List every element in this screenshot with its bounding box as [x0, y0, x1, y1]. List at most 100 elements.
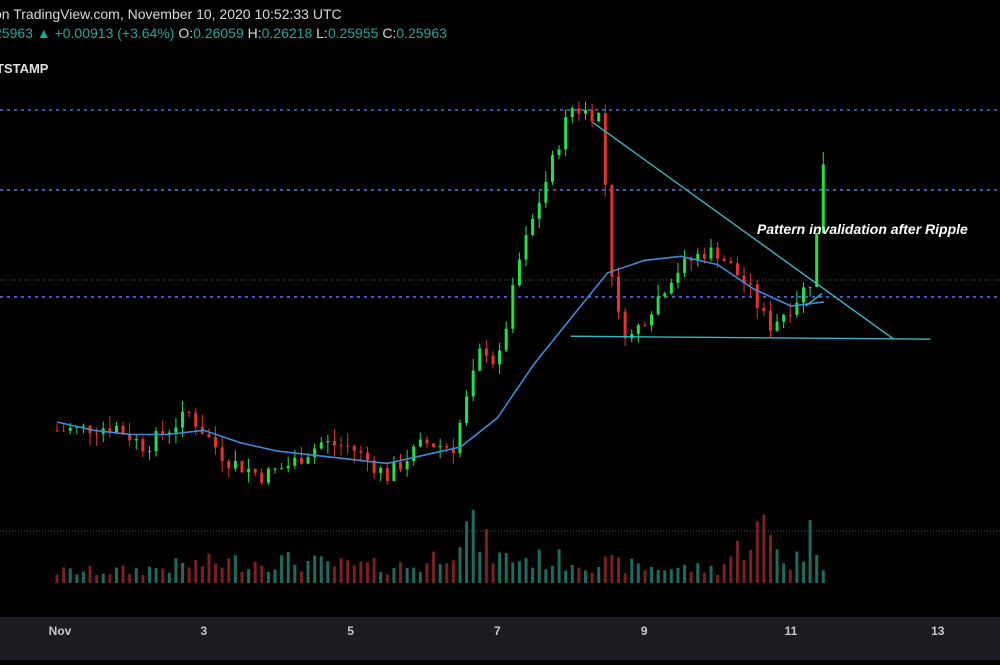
candle	[709, 247, 713, 259]
candle	[557, 149, 561, 156]
volume-bar	[194, 559, 198, 583]
candle	[564, 117, 568, 150]
candle	[313, 448, 317, 458]
time-axis[interactable]: Nov 3 5 7 9 11 13	[0, 617, 1000, 660]
horizontal-levels	[0, 109, 1000, 298]
candle	[81, 425, 85, 427]
candle	[187, 411, 191, 413]
candle	[161, 431, 165, 435]
volume-bar	[478, 551, 482, 583]
candle	[332, 441, 336, 446]
volume-bar	[319, 556, 323, 583]
candle	[570, 108, 574, 118]
volume-bar	[597, 567, 601, 583]
volume-bar	[339, 558, 343, 583]
candle	[207, 434, 211, 437]
candle	[432, 443, 436, 447]
candle	[438, 445, 442, 447]
volume-bar	[306, 560, 310, 583]
candle	[379, 468, 383, 473]
symbol-label: TSTAMP	[0, 61, 49, 76]
volume-bar	[775, 549, 779, 583]
volume-bar	[247, 569, 251, 583]
volume-bar	[128, 573, 132, 583]
candle	[669, 282, 673, 294]
candle	[286, 465, 290, 469]
volume-bar	[768, 534, 772, 583]
candle	[220, 447, 224, 461]
moving-average-line	[56, 255, 825, 465]
candle	[471, 370, 475, 397]
candle	[795, 302, 799, 315]
open-value: 0.26059	[193, 25, 244, 41]
volume-bar	[68, 568, 72, 583]
volume-bar	[531, 567, 535, 583]
low-value: 0.25955	[327, 25, 379, 41]
volume-bar	[385, 574, 389, 583]
close-label: C:	[382, 25, 397, 41]
volume-bar	[108, 574, 112, 583]
annotation-text: Pattern invalidation after Ripple	[757, 221, 968, 237]
volume-bar	[788, 569, 792, 583]
candle	[141, 438, 145, 452]
volume-bar	[352, 565, 356, 583]
volume-bar	[498, 552, 502, 583]
candle	[491, 355, 495, 365]
volume-bar	[266, 571, 270, 583]
volume-bar	[147, 566, 151, 583]
candle	[227, 460, 231, 469]
time-tick-label: 11	[785, 624, 798, 638]
volume-bar	[749, 549, 753, 583]
volume-bar	[484, 529, 488, 583]
volume-bar	[550, 565, 554, 583]
candle	[247, 469, 251, 473]
candle	[583, 109, 587, 114]
time-tick-label: 9	[641, 624, 648, 638]
volume-bar	[167, 572, 171, 583]
volume-bar	[233, 555, 237, 583]
volume-bar	[313, 555, 317, 583]
volume-bar	[801, 561, 805, 583]
volume-bar	[557, 549, 561, 583]
grid-lines	[0, 279, 1000, 532]
candle	[346, 445, 350, 447]
volume-bar	[134, 568, 138, 583]
volume-bars	[55, 509, 825, 583]
candle	[55, 430, 59, 432]
trendline	[805, 293, 823, 307]
price-chart[interactable]: Pattern invalidation after Ripple	[0, 0, 1000, 617]
candle	[689, 258, 693, 262]
volume-bar	[702, 572, 706, 583]
volume-bar	[583, 570, 587, 583]
candle	[729, 261, 733, 264]
volume-bar	[88, 565, 92, 583]
candle	[597, 112, 601, 122]
candle	[253, 469, 257, 473]
volume-bar	[432, 551, 436, 583]
volume-bar	[610, 555, 614, 583]
candle	[405, 461, 409, 470]
candle	[365, 452, 369, 461]
candle	[233, 460, 237, 469]
header-price: 25963	[0, 25, 33, 41]
time-tick-label: 5	[347, 624, 354, 638]
candlesticks	[55, 101, 825, 486]
candle	[517, 259, 521, 286]
volume-bar	[365, 562, 369, 583]
volume-bar	[200, 566, 204, 583]
candle	[147, 451, 151, 453]
candle	[392, 462, 396, 481]
candle	[683, 258, 687, 273]
volume-bar	[663, 570, 667, 583]
candle	[352, 445, 356, 451]
candle	[755, 284, 759, 308]
candle	[775, 321, 779, 331]
candle	[623, 311, 627, 339]
candle	[181, 411, 185, 428]
candle	[114, 425, 118, 433]
candle	[735, 263, 739, 276]
volume-bar	[570, 564, 574, 583]
candle	[319, 442, 323, 449]
volume-bar	[273, 569, 277, 583]
volume-bar	[286, 552, 290, 583]
